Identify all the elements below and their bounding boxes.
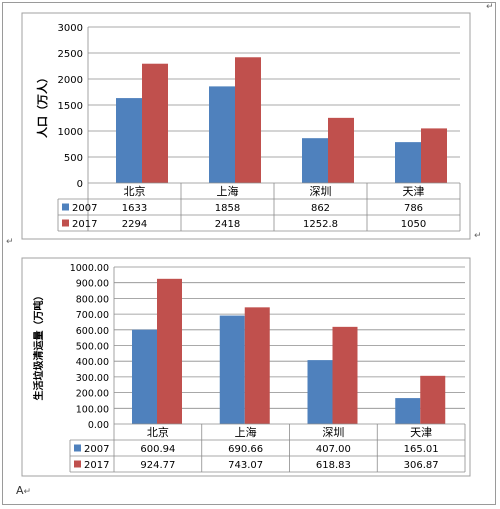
data-table-value: 2294 (122, 219, 147, 230)
data-table-value: 1050 (401, 219, 426, 230)
legend-label: 2007 (72, 203, 97, 214)
data-table-value: 690.66 (228, 444, 263, 455)
paragraph-mark: ↵ (474, 231, 482, 241)
legend-key-2017 (74, 460, 81, 468)
paragraph-mark: ↵ (486, 2, 494, 12)
category-label: 天津 (403, 185, 425, 198)
data-table-value: 1633 (122, 203, 147, 214)
y-tick-label: 2500 (58, 49, 83, 60)
bar-2007 (116, 98, 142, 183)
data-table-value: 600.94 (140, 444, 175, 455)
y-tick-label: 200.00 (76, 389, 109, 400)
y-tick-label: 900.00 (76, 279, 109, 290)
data-table-value: 924.77 (140, 460, 175, 471)
bar-2017 (142, 63, 168, 183)
bar-2017 (244, 307, 270, 424)
y-tick-label: 1000 (58, 127, 83, 138)
bar-2017 (328, 117, 354, 183)
data-table-value: 407.00 (316, 444, 351, 455)
y-tick-label: 400.00 (76, 357, 109, 368)
bar-2007 (209, 86, 235, 183)
footer-text: A↵ (16, 484, 32, 497)
legend-key-2007 (62, 203, 69, 211)
y-tick-label: 1000.00 (70, 263, 109, 274)
bar-2007 (132, 329, 157, 424)
category-label: 上海 (235, 425, 257, 439)
y-tick-label: 100.00 (76, 404, 109, 415)
y-tick-label: 600.00 (76, 326, 109, 337)
data-table-value: 2418 (215, 219, 240, 230)
bar-2007 (219, 315, 245, 424)
data-table-value: 165.01 (404, 444, 439, 455)
legend-label: 2017 (84, 460, 109, 471)
data-table-value: 862 (311, 203, 330, 214)
bar-2017 (332, 326, 358, 424)
y-axis-title: 生活垃圾清运量（万吨） (32, 291, 45, 401)
legend-key-2007 (74, 444, 81, 452)
data-table-value: 1858 (215, 203, 240, 214)
bar-2017 (420, 375, 446, 424)
data-table-value: 618.83 (316, 460, 351, 471)
data-table-value: 743.07 (228, 460, 263, 471)
bar-2017 (157, 278, 182, 424)
y-tick-label: 0 (77, 179, 83, 190)
bar-2017 (421, 128, 447, 183)
y-tick-label: 700.00 (76, 310, 109, 321)
bar-2007 (395, 142, 421, 183)
category-label: 上海 (217, 184, 239, 198)
y-tick-label: 500.00 (76, 342, 109, 353)
category-label: 天津 (410, 426, 432, 439)
data-table-value: 1252.8 (303, 219, 338, 230)
bar-2007 (395, 398, 421, 424)
bar-2007 (307, 360, 333, 424)
category-label: 北京 (124, 184, 146, 198)
y-tick-label: 1500 (58, 101, 83, 112)
category-label: 北京 (147, 425, 169, 439)
data-table-value: 306.87 (404, 460, 439, 471)
y-tick-label: 500 (64, 153, 83, 164)
y-tick-label: 300.00 (76, 373, 109, 384)
y-tick-label: 0.00 (88, 420, 109, 431)
data-table-value: 786 (404, 203, 423, 214)
category-label: 深圳 (310, 185, 332, 198)
y-tick-label: 3000 (58, 23, 83, 34)
y-tick-label: 2000 (58, 75, 83, 86)
bar-2007 (302, 138, 328, 183)
paragraph-mark: ↵ (6, 237, 14, 247)
legend-label: 2007 (84, 444, 109, 455)
bar-2017 (235, 57, 261, 183)
document-frame (2, 2, 496, 505)
y-tick-label: 800.00 (76, 294, 109, 305)
y-axis-title: 人口（万人） (35, 72, 49, 138)
legend-label: 2017 (72, 219, 97, 230)
category-label: 深圳 (322, 426, 344, 439)
legend-key-2017 (62, 219, 69, 227)
